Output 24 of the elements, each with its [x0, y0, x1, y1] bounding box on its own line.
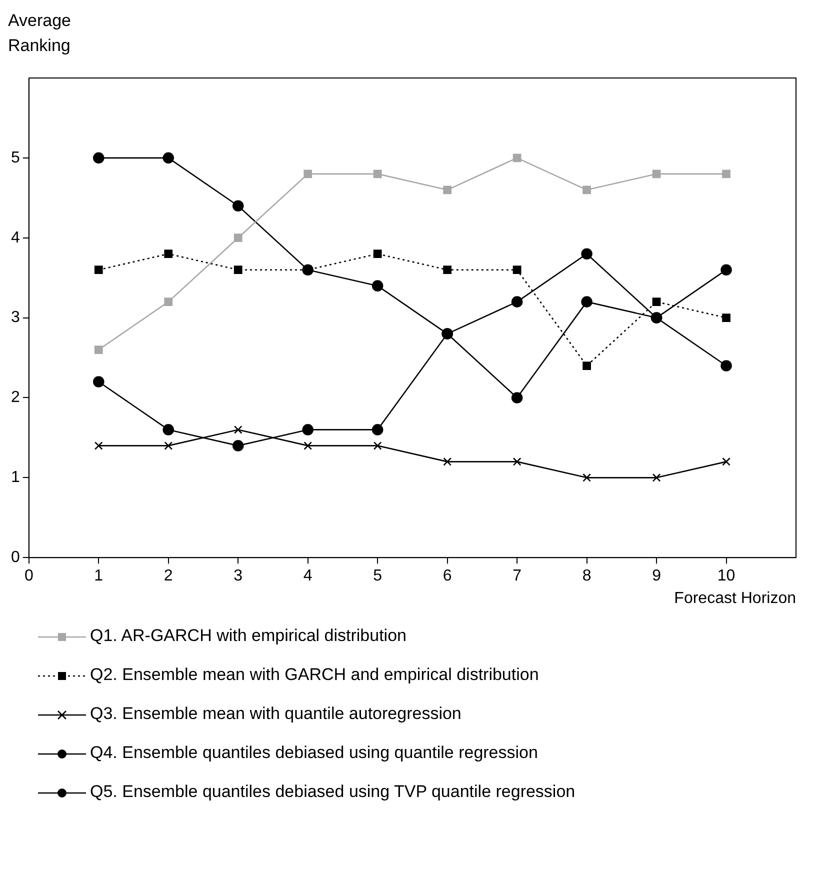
- legend-label: Q3. Ensemble mean with quantile autoregression: [90, 704, 462, 723]
- y-axis-title: Average Ranking: [8, 10, 72, 57]
- y-tick-label: 0: [10, 549, 20, 566]
- x-tick-label: 5: [373, 568, 382, 585]
- x-tick-label: 8: [582, 568, 592, 585]
- legend-label: Q2. Ensemble mean with GARCH and empirical distribution: [90, 665, 539, 684]
- legend-label: Q5. Ensemble quantiles debiased using TVP quantile regression: [90, 782, 576, 801]
- x-axis-title: Forecast Horizon: [674, 590, 796, 607]
- x-tick-label: 3: [234, 568, 243, 585]
- x-tick-label: 0: [24, 568, 34, 585]
- x-tick-label: 4: [303, 568, 312, 585]
- legend-label: Q4. Ensemble quantiles debiased using quantile regression: [90, 743, 538, 762]
- x-tick-label: 1: [94, 568, 104, 585]
- x-tick-label: 7: [512, 568, 522, 585]
- y-tick-label: 5: [10, 149, 20, 166]
- x-tick-label: 6: [442, 568, 452, 585]
- x-tick-label: 10: [717, 568, 736, 585]
- y-tick-label: 1: [10, 469, 20, 486]
- x-tick-label: 2: [164, 568, 173, 585]
- x-tick-label: 9: [652, 568, 662, 585]
- y-tick-label: 3: [10, 309, 20, 326]
- y-tick-label: 2: [10, 389, 20, 406]
- legend-label: Q1. AR-GARCH with empirical distribution: [90, 626, 406, 645]
- y-tick-label: 4: [10, 229, 20, 246]
